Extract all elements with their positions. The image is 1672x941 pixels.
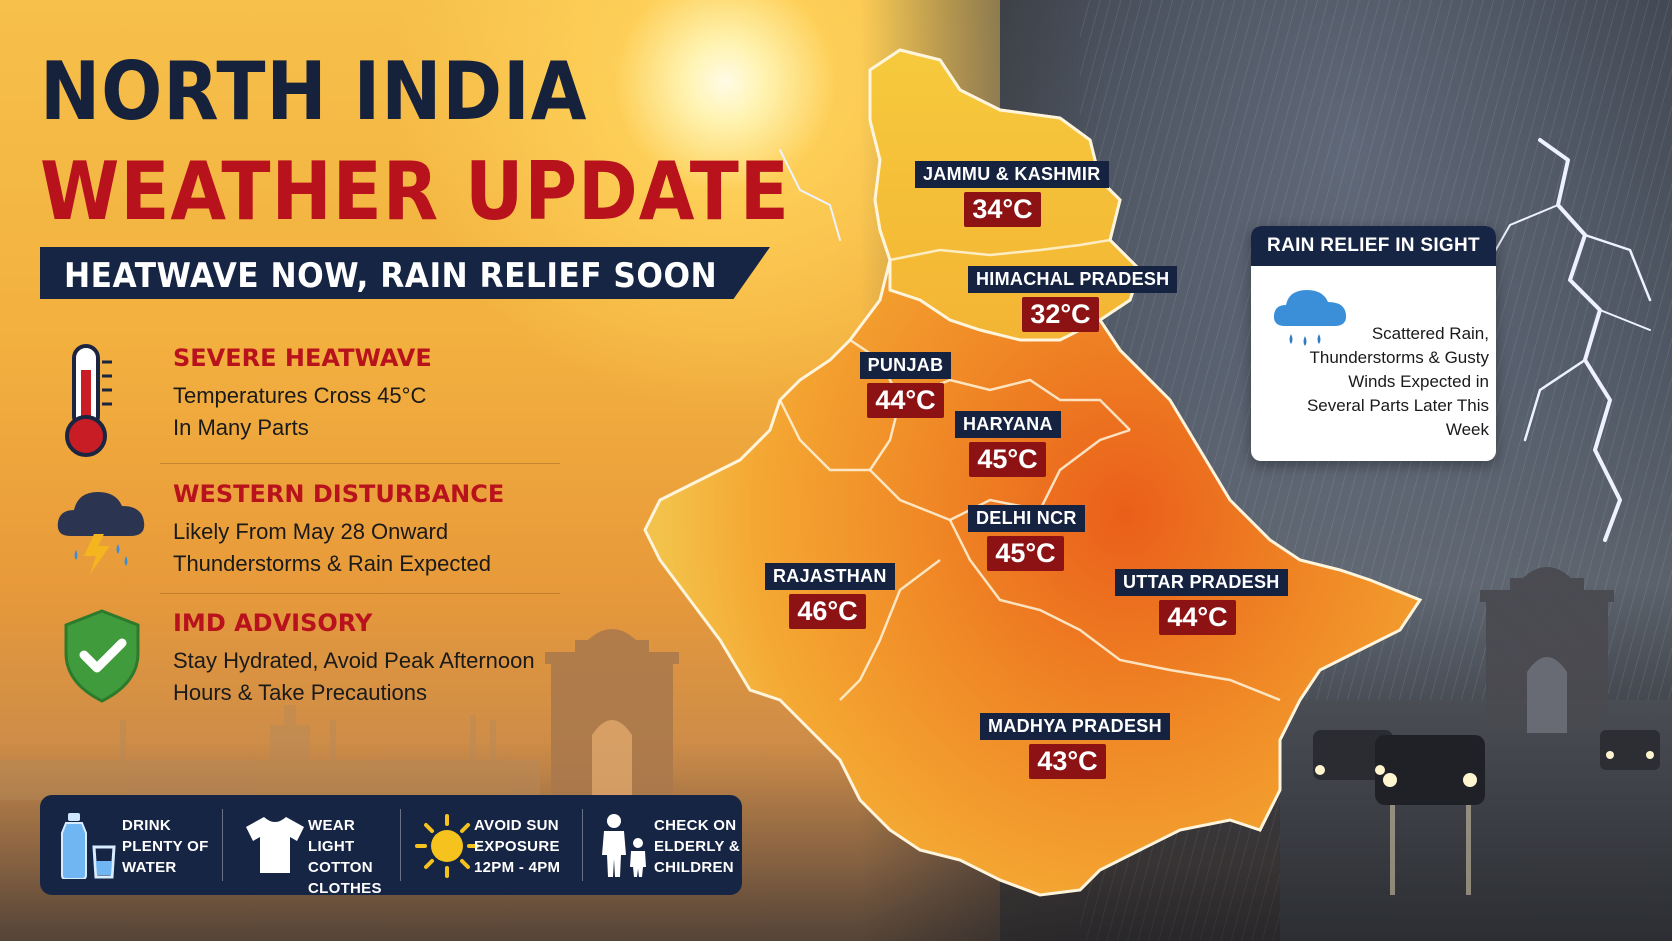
state-name: DELHI NCR	[968, 505, 1085, 532]
india-gate-left	[545, 629, 679, 795]
divider	[160, 463, 560, 464]
subtitle: HEATWAVE NOW, RAIN RELIEF SOON	[64, 256, 718, 296]
water-bottle-icon	[61, 813, 116, 879]
state-name: JAMMU & KASHMIR	[915, 161, 1109, 188]
state-temp: 43°C	[1029, 744, 1106, 779]
info-text: Likely From May 28 Onward Thunderstorms …	[173, 516, 491, 580]
rain-relief-card: RAIN RELIEF IN SIGHT Scattered Rain, Thu…	[1251, 226, 1496, 461]
state-label-punjab: PUNJAB 44°C	[858, 352, 953, 418]
divider	[582, 809, 583, 881]
state-label-rajasthan: RAJASTHAN 46°C	[765, 563, 895, 629]
info-text: Stay Hydrated, Avoid Peak Afternoon Hour…	[173, 645, 535, 709]
family-icon	[602, 814, 646, 877]
skyline	[0, 705, 540, 800]
shield-check-icon	[64, 609, 140, 703]
state-name: HARYANA	[955, 411, 1061, 438]
state-temp: 44°C	[1159, 600, 1236, 635]
state-label-himachal-pradesh: HIMACHAL PRADESH 32°C	[968, 266, 1178, 332]
state-label-uttar-pradesh: UTTAR PRADESH 44°C	[1115, 569, 1288, 635]
tip-family: CHECK ON ELDERLY & CHILDREN	[584, 795, 742, 895]
state-label-jammu-kashmir: JAMMU & KASHMIR 34°C	[915, 161, 1109, 227]
lightning-icon	[779, 138, 1652, 542]
subtitle-banner	[40, 247, 770, 299]
tip-sun: AVOID SUN EXPOSURE 12PM - 4PM	[402, 795, 582, 895]
info-line: Stay Hydrated, Avoid Peak Afternoon	[173, 648, 535, 673]
tip-label: WEAR LIGHT COTTON CLOTHES	[308, 817, 382, 897]
tip-label: AVOID SUN EXPOSURE 12PM - 4PM	[474, 817, 561, 876]
tip-water: DRINK PLENTY OF WATER	[40, 795, 220, 895]
tip-label: DRINK PLENTY OF WATER	[122, 817, 209, 876]
state-name: HIMACHAL PRADESH	[968, 266, 1178, 293]
state-temp: 46°C	[789, 594, 866, 629]
state-temp: 32°C	[1022, 297, 1099, 332]
tip-clothes: WEAR LIGHT COTTON CLOTHES	[224, 795, 399, 897]
title-line-2: WEATHER UPDATE	[40, 145, 790, 238]
title-line-1: NORTH INDIA	[40, 45, 588, 138]
tips-bar: DRINK PLENTY OF WATER WEAR LIGHT COTTON …	[40, 795, 742, 897]
state-temp: 45°C	[969, 442, 1046, 477]
divider	[160, 593, 560, 594]
state-temp: 44°C	[867, 383, 944, 418]
info-line: Temperatures Cross 45°C	[173, 383, 427, 408]
info-line: Thunderstorms & Rain Expected	[173, 551, 491, 576]
state-label-madhya-pradesh: MADHYA PRADESH 43°C	[980, 713, 1170, 779]
state-label-delhi-ncr: DELHI NCR 45°C	[968, 505, 1085, 571]
divider	[400, 809, 401, 881]
rain-card-text: Scattered Rain, Thunderstorms & Gusty Wi…	[1306, 324, 1489, 439]
sun-icon	[415, 814, 479, 878]
state-borders	[778, 238, 1281, 702]
state-name: RAJASTHAN	[765, 563, 895, 590]
cars	[1313, 730, 1660, 895]
state-name: UTTAR PRADESH	[1115, 569, 1288, 596]
tshirt-icon	[246, 817, 304, 873]
info-heading: SEVERE HEATWAVE	[173, 344, 432, 372]
india-gate-right	[1480, 567, 1614, 733]
storm-cloud-icon	[57, 492, 145, 574]
state-label-haryana: HARYANA 45°C	[955, 411, 1061, 477]
info-line: Likely From May 28 Onward	[173, 519, 449, 544]
info-line: Hours & Take Precautions	[173, 680, 427, 705]
state-temp: 45°C	[987, 536, 1064, 571]
tip-label: CHECK ON ELDERLY & CHILDREN	[654, 817, 741, 876]
info-line: In Many Parts	[173, 415, 309, 440]
info-text: Temperatures Cross 45°C In Many Parts	[173, 380, 426, 444]
info-heading: WESTERN DISTURBANCE	[173, 480, 505, 508]
state-name: PUNJAB	[859, 352, 952, 379]
divider	[222, 809, 223, 881]
state-name: MADHYA PRADESH	[980, 713, 1170, 740]
rain-cloud-icon	[1273, 290, 1347, 346]
thermometer-icon	[65, 344, 112, 457]
rain-card-heading: RAIN RELIEF IN SIGHT	[1251, 226, 1496, 266]
info-heading: IMD ADVISORY	[173, 609, 373, 637]
state-temp: 34°C	[964, 192, 1041, 227]
